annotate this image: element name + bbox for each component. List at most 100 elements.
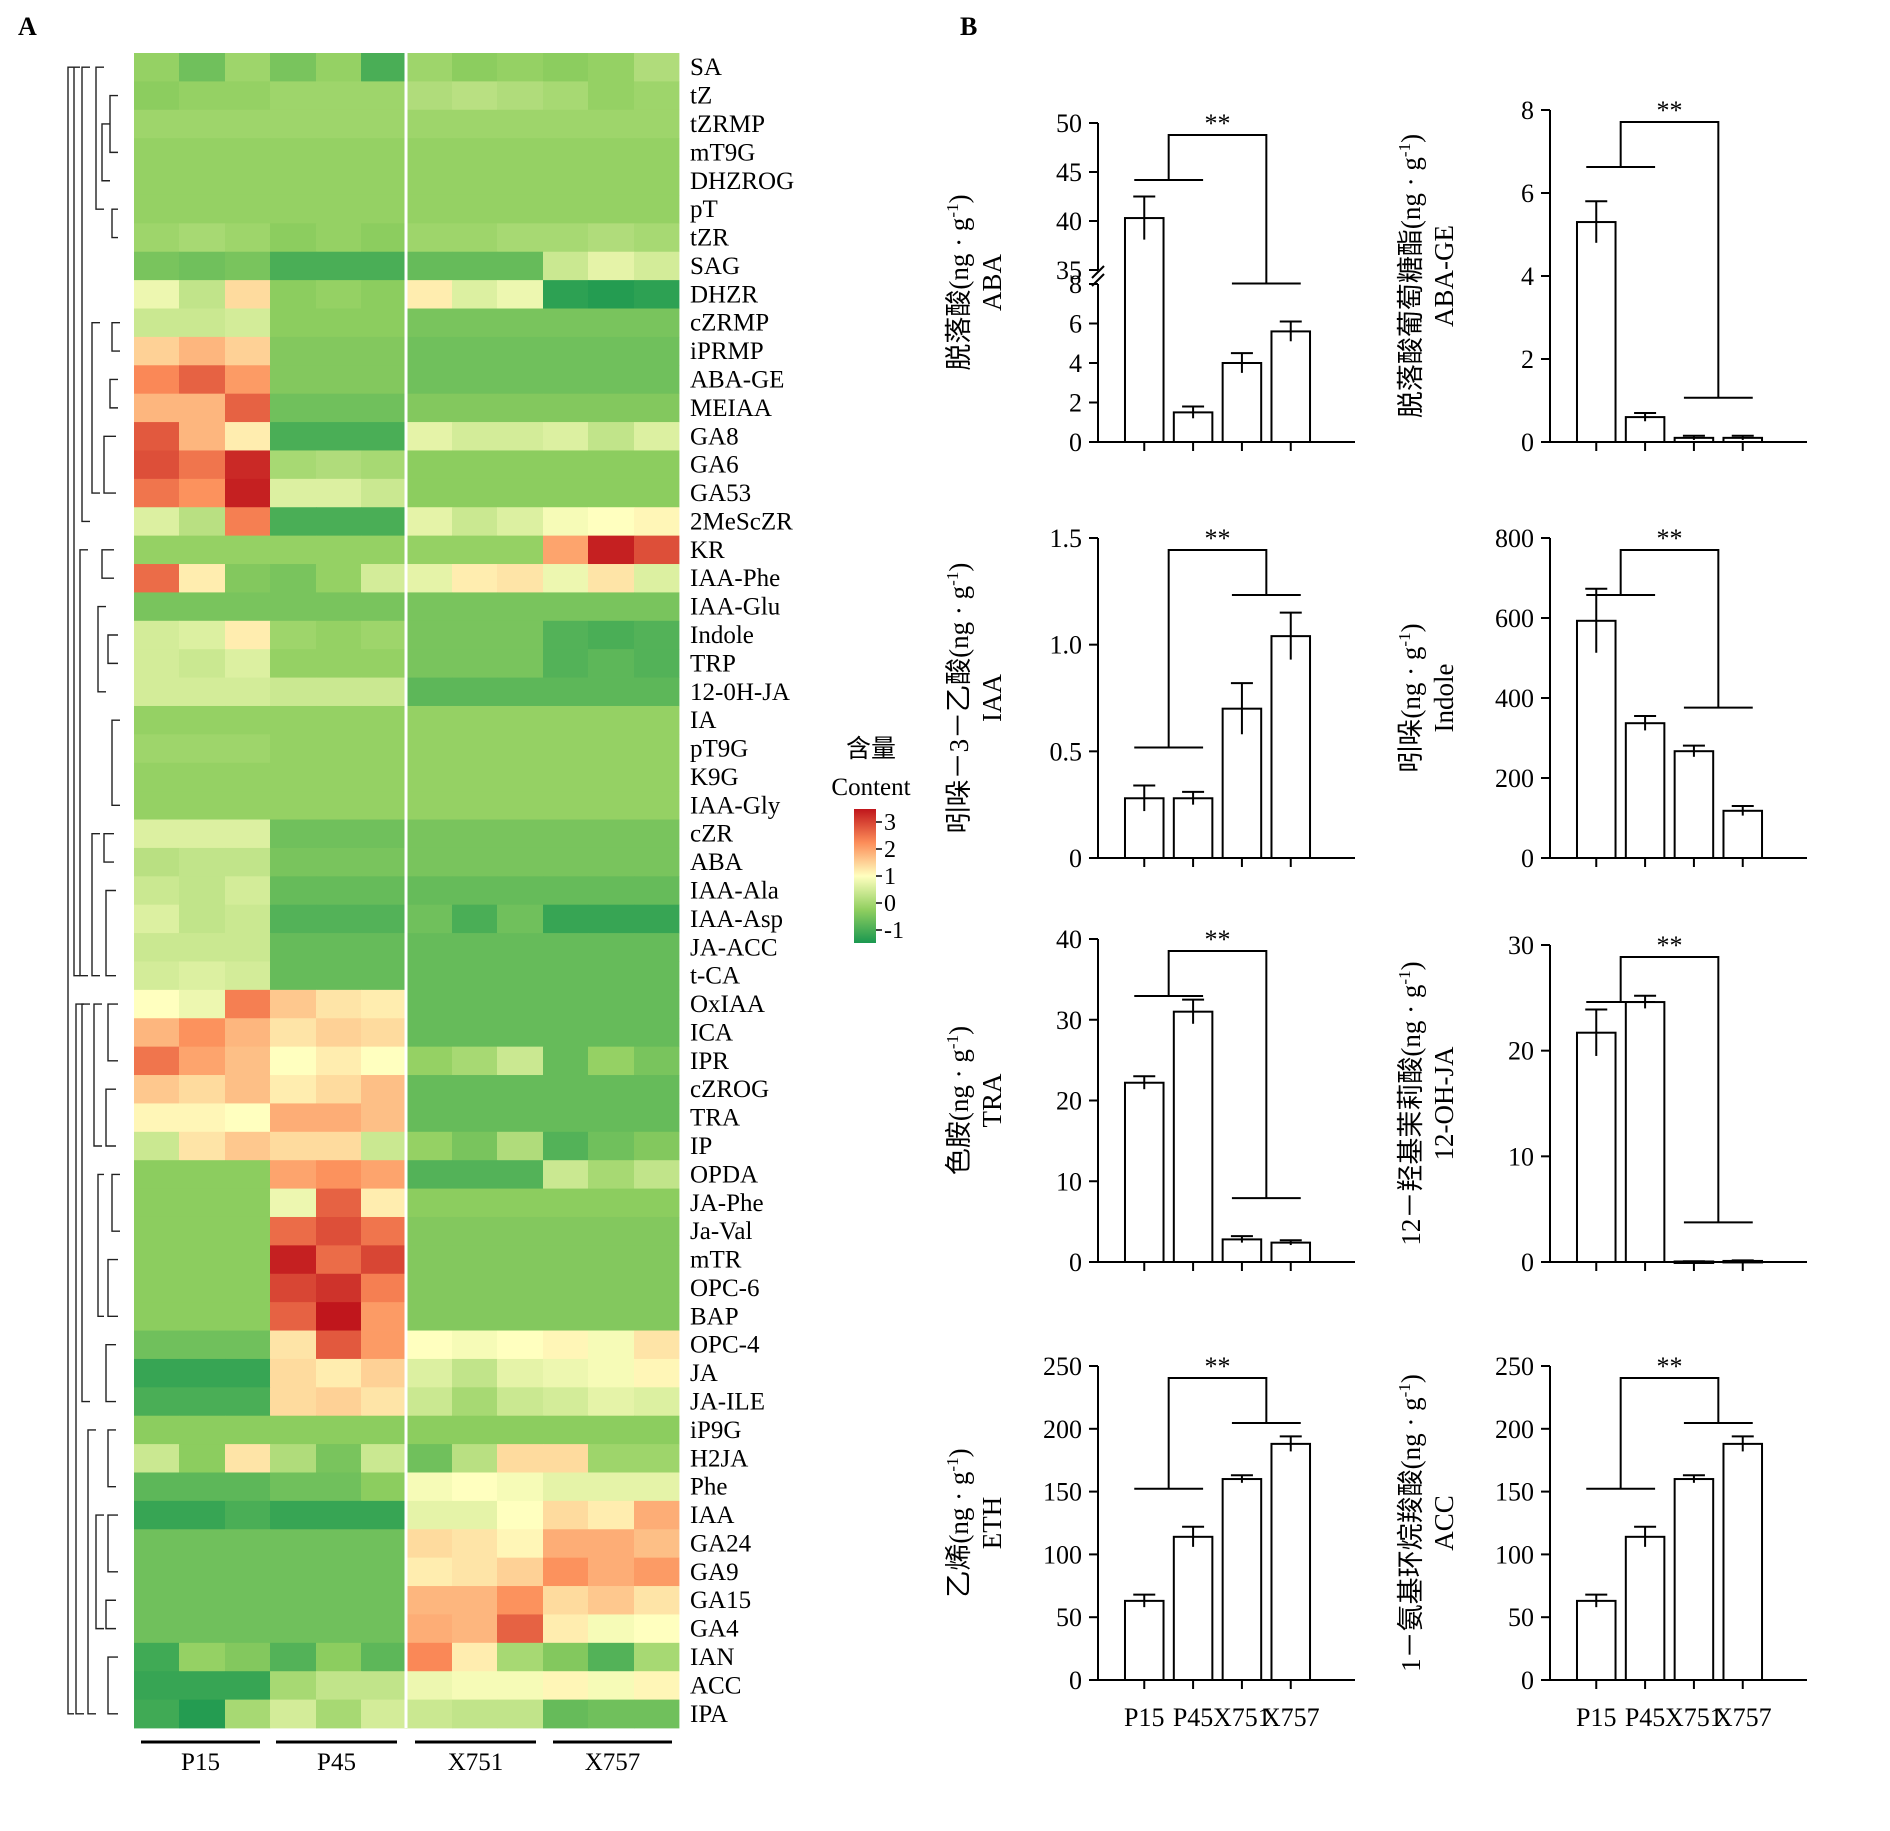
heatmap-cell: [452, 507, 498, 537]
heatmap-cell: [497, 1557, 544, 1587]
heatmap-cell: [134, 1415, 180, 1445]
heatmap-cell: [225, 1557, 271, 1587]
heatmap-cell: [361, 1614, 407, 1644]
heatmap-cell: [316, 450, 362, 480]
heatmap-cell: [134, 1216, 180, 1246]
heatmap-cell: [225, 507, 271, 537]
row-label: OxIAA: [690, 991, 765, 1018]
heatmap-cell: [588, 1444, 635, 1473]
heatmap-cell: [452, 166, 498, 196]
heatmap-cell: [316, 308, 362, 338]
heatmap-cell: [406, 1557, 453, 1587]
dendrogram-link: [75, 1003, 84, 1715]
heatmap-cell: [134, 1444, 180, 1473]
heatmap-cell: [134, 280, 180, 309]
heatmap-cell: [406, 308, 453, 338]
heatmap-cell: [543, 1586, 589, 1615]
y-axis-label-en: TRA: [977, 1073, 1007, 1128]
heatmap-cell: [179, 53, 226, 82]
bar-panel-iaa: 00.51.01.5 **吲哚－3－乙酸(ng · g-1)IAA: [943, 524, 1355, 873]
dendrogram-link: [103, 435, 116, 494]
heatmap-cell: [452, 478, 498, 508]
heatmap-cell: [361, 280, 407, 309]
dendrogram-link: [91, 322, 100, 494]
heatmap-cell: [361, 166, 407, 196]
heatmap-cell: [134, 1131, 180, 1161]
heatmap-cell: [452, 1699, 498, 1729]
heatmap-cell: [634, 1131, 680, 1161]
heatmap-cell: [497, 1699, 544, 1729]
heatmap-cell: [270, 791, 317, 820]
heatmap-cell: [543, 166, 589, 196]
heatmap-cell: [179, 223, 226, 253]
heatmap-cell: [406, 1103, 453, 1133]
heatmap-cell: [543, 1671, 589, 1701]
heatmap-cell: [134, 507, 180, 537]
heatmap-cell: [316, 592, 362, 622]
heatmap-cell: [406, 819, 453, 849]
bar: [1221, 1478, 1263, 1682]
heatmap-cell: [406, 81, 453, 111]
heatmap-cell: [179, 308, 226, 338]
heatmap-cell: [588, 422, 635, 451]
heatmap-cell: [543, 1529, 589, 1559]
heatmap-cell: [588, 592, 635, 622]
heatmap-cell: [316, 1131, 362, 1161]
heatmap-cell: [316, 1216, 362, 1246]
row-label: TRA: [690, 1105, 740, 1132]
y-tick-label: 35: [1056, 256, 1082, 285]
row-label: tZR: [690, 225, 729, 252]
y-tick-label: 10: [1056, 1167, 1082, 1196]
heatmap-cell: [270, 535, 317, 565]
legend-tick-label: 0: [884, 891, 896, 917]
heatmap-cell: [179, 1472, 226, 1502]
heatmap-cell: [634, 1500, 680, 1530]
heatmap-cell: [634, 564, 680, 593]
heatmap-cell: [497, 422, 544, 451]
heatmap-cell: [406, 336, 453, 366]
heatmap-cell: [543, 1472, 589, 1502]
heatmap-cell: [588, 194, 635, 224]
significance-stars: **: [1205, 1352, 1231, 1381]
heatmap-cell: [497, 1586, 544, 1615]
heatmap-cell: [270, 109, 317, 139]
y-tick-label: 30: [1056, 1006, 1082, 1035]
row-label: JA-ILE: [690, 1389, 765, 1416]
heatmap-cell: [361, 933, 407, 962]
y-tick-label: 200: [1495, 1415, 1534, 1444]
heatmap-cell: [406, 1216, 453, 1246]
dendrogram-link: [95, 66, 104, 210]
heatmap-cell: [497, 308, 544, 338]
heatmap-cell: [270, 393, 317, 423]
heatmap-cell: [179, 791, 226, 820]
heatmap-cell: [179, 1358, 226, 1388]
heatmap-cell: [134, 223, 180, 253]
row-label: IAA: [690, 1502, 734, 1529]
heatmap-cell: [452, 1216, 498, 1246]
heatmap-cell: [452, 1330, 498, 1360]
heatmap-cell: [361, 1160, 407, 1189]
heatmap-cell: [634, 1188, 680, 1218]
heatmap-cell: [588, 1529, 635, 1559]
heatmap-cell: [543, 1216, 589, 1246]
row-label: IAA-Asp: [690, 906, 783, 933]
heatmap-cell: [406, 535, 453, 565]
heatmap-cell: [134, 1273, 180, 1303]
heatmap-cell: [179, 365, 226, 395]
heatmap-cell: [452, 535, 498, 565]
heatmap-cell: [225, 649, 271, 678]
heatmap-cell: [452, 1046, 498, 1076]
heatmap-cell: [316, 989, 362, 1019]
heatmap-cell: [543, 280, 589, 309]
heatmap-cell: [134, 592, 180, 622]
heatmap-cell: [543, 677, 589, 707]
heatmap-cell: [634, 1103, 680, 1133]
heatmap-cell: [634, 1586, 680, 1615]
group-label: P45: [317, 1749, 356, 1776]
y-axis-label-cn-text: 乙烯(ng · g: [944, 1472, 974, 1598]
heatmap-cell: [588, 308, 635, 338]
heatmap-cell: [452, 53, 498, 82]
y-tick-label: 0: [1521, 1666, 1534, 1695]
heatmap-cell: [543, 1387, 589, 1417]
heatmap-cell: [316, 1642, 362, 1672]
